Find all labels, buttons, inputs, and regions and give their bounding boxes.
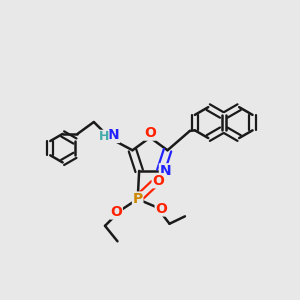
Text: P: P (133, 192, 143, 206)
Text: O: O (152, 174, 164, 188)
Text: H: H (98, 130, 109, 143)
Text: O: O (144, 126, 156, 140)
Text: O: O (110, 205, 122, 219)
Text: O: O (155, 202, 167, 216)
Text: N: N (108, 128, 120, 142)
Text: N: N (160, 164, 171, 178)
